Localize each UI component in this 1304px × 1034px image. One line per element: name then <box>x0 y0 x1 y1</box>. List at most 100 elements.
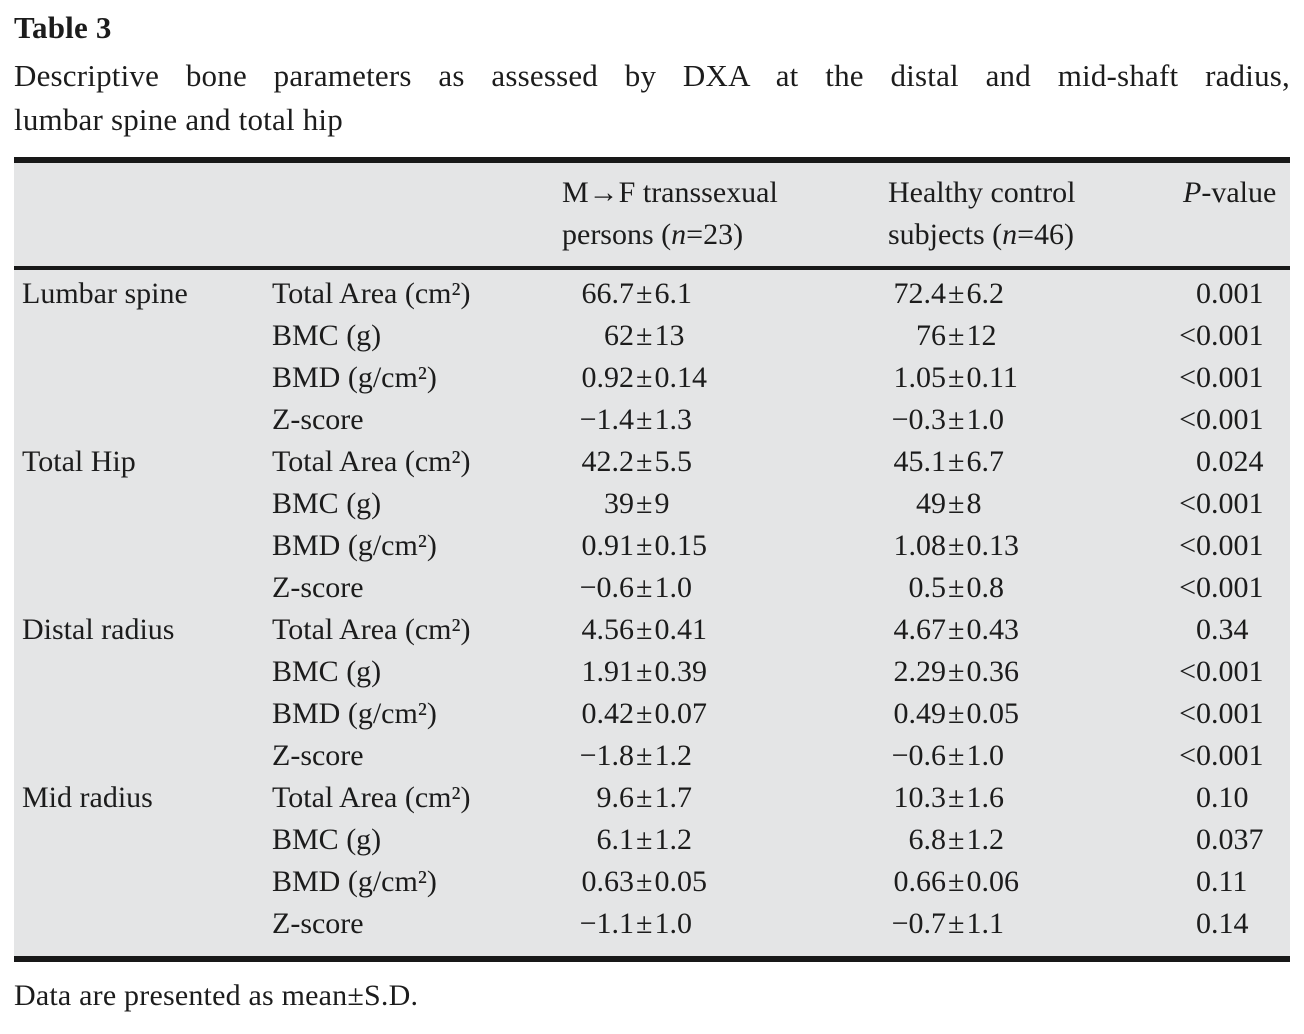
p-value: 0.10 <box>1196 781 1249 814</box>
table-title: Table 3 <box>14 10 112 45</box>
plus-minus-sign: ± <box>948 319 965 352</box>
value-cell-transsexual: 0.42 ±0.07 <box>562 693 888 735</box>
sd-value: 5.5 <box>654 445 692 478</box>
mean-value: 4.56 <box>581 613 635 646</box>
column-header-p-value: P-value <box>1170 172 1282 256</box>
value-cell-transsexual: 62 ±13 <box>562 315 888 357</box>
region-cell <box>22 735 272 777</box>
sd-value: 1.3 <box>654 403 692 436</box>
value-cell-control: −0.7 ±1.1 <box>888 903 1170 945</box>
mean-value: 0.42 <box>581 697 635 730</box>
p-value-prefix <box>1170 861 1196 903</box>
value-cell-control: 10.3 ±1.6 <box>888 777 1170 819</box>
sd-value: 1.0 <box>966 403 1004 436</box>
parameter-cell: Z-score <box>272 903 562 945</box>
p-value-cell: <0.001 <box>1170 693 1282 735</box>
p-value-cell: 0.10 <box>1170 777 1282 819</box>
sd-value: 0.15 <box>654 529 707 562</box>
value-cell-control: 1.08 ±0.13 <box>888 525 1170 567</box>
value-cell-control: 0.66 ±0.06 <box>888 861 1170 903</box>
p-value-prefix: < <box>1179 403 1196 436</box>
p-value-prefix <box>1170 777 1196 819</box>
mean-value: 39 <box>604 487 634 520</box>
parameter-label: Total Area (cm²) <box>272 613 471 646</box>
mean-value: −0.6 <box>891 739 946 772</box>
sd-value: 0.36 <box>966 655 1019 688</box>
plus-minus-sign: ± <box>636 487 653 520</box>
mean-value: 10.3 <box>893 781 947 814</box>
data-table: M→F transsexual persons (n=23) Healthy c… <box>14 157 1290 962</box>
sd-value: 6.7 <box>966 445 1004 478</box>
region-cell <box>22 693 272 735</box>
plus-minus-sign: ± <box>636 445 653 478</box>
p-value-cell: <0.001 <box>1170 315 1282 357</box>
parameter-label: Z-score <box>272 739 364 772</box>
value-cell-transsexual: 6.1 ±1.2 <box>562 819 888 861</box>
header-p-italic: P <box>1183 176 1202 209</box>
sd-value: 0.06 <box>966 865 1019 898</box>
p-value-prefix: < <box>1179 571 1196 604</box>
plus-minus-sign: ± <box>636 655 653 688</box>
p-value-prefix: < <box>1179 361 1196 394</box>
parameter-label: BMC (g) <box>272 319 382 352</box>
value-cell-control: 0.5 ±0.8 <box>888 567 1170 609</box>
p-value-cell: <0.001 <box>1170 357 1282 399</box>
parameter-cell: BMD (g/cm²) <box>272 861 562 903</box>
p-value-prefix: < <box>1179 319 1196 352</box>
plus-minus-sign: ± <box>948 571 965 604</box>
sd-value: 0.05 <box>654 865 707 898</box>
mean-value: 1.91 <box>581 655 635 688</box>
sd-value: 0.8 <box>966 571 1004 604</box>
p-value-cell: 0.14 <box>1170 903 1282 945</box>
region-cell <box>22 819 272 861</box>
sd-value: 0.05 <box>966 697 1019 730</box>
parameter-cell: BMC (g) <box>272 483 562 525</box>
region-cell <box>22 483 272 525</box>
mean-value: 0.5 <box>908 571 947 604</box>
p-value: 0.001 <box>1196 277 1264 310</box>
parameter-cell: Total Area (cm²) <box>272 273 562 315</box>
table-row: Mid radius Total Area (cm²) 9.6 ±1.7 10.3… <box>22 777 1282 819</box>
table-footnote: Data are presented as mean±S.D. <box>14 979 419 1012</box>
p-value-cell: <0.001 <box>1170 735 1282 777</box>
parameter-cell: BMC (g) <box>272 315 562 357</box>
sd-value: 8 <box>966 487 982 520</box>
plus-minus-sign: ± <box>948 823 965 856</box>
parameter-label: Total Area (cm²) <box>272 445 471 478</box>
table-row: Z-score −1.8 ±1.2 −0.6 ±1.0 <0.001 <box>22 735 1282 777</box>
p-value: 0.34 <box>1196 613 1249 646</box>
header-group1-line2-pre: persons ( <box>562 218 672 251</box>
p-value: 0.001 <box>1196 697 1264 730</box>
value-cell-transsexual: 0.63 ±0.05 <box>562 861 888 903</box>
value-cell-transsexual: −0.6 ±1.0 <box>562 567 888 609</box>
p-value-prefix <box>1170 903 1196 945</box>
plus-minus-sign: ± <box>636 403 653 436</box>
plus-minus-sign: ± <box>948 739 965 772</box>
sd-value: 0.14 <box>654 361 707 394</box>
value-cell-control: 76 ±12 <box>888 315 1170 357</box>
mean-value: 66.7 <box>581 277 635 310</box>
region-cell <box>22 903 272 945</box>
value-cell-control: 4.67 ±0.43 <box>888 609 1170 651</box>
value-cell-control: 49 ±8 <box>888 483 1170 525</box>
parameter-label: Z-score <box>272 571 364 604</box>
p-value-prefix: < <box>1179 697 1196 730</box>
p-value-prefix <box>1170 273 1196 315</box>
plus-minus-sign: ± <box>948 361 965 394</box>
value-cell-transsexual: −1.4 ±1.3 <box>562 399 888 441</box>
plus-minus-sign: ± <box>948 865 965 898</box>
parameter-label: BMC (g) <box>272 655 382 688</box>
region-cell: Lumbar spine <box>22 273 272 315</box>
p-value: 0.001 <box>1196 739 1264 772</box>
p-value-prefix: < <box>1179 655 1196 688</box>
table-row: BMD (g/cm²) 0.42 ±0.07 0.49 ±0.05 <0.001 <box>22 693 1282 735</box>
table-row: Z-score −1.4 ±1.3 −0.3 ±1.0 <0.001 <box>22 399 1282 441</box>
region-cell: Mid radius <box>22 777 272 819</box>
plus-minus-sign: ± <box>948 655 965 688</box>
table-caption: Descriptive bone parameters as assessed … <box>14 54 1290 142</box>
header-parameter-spacer <box>272 172 562 256</box>
table-row: BMC (g) 1.91 ±0.39 2.29 ±0.36 <0.001 <box>22 651 1282 693</box>
mean-value: −1.8 <box>579 739 634 772</box>
sd-value: 0.07 <box>654 697 707 730</box>
plus-minus-sign: ± <box>636 739 653 772</box>
